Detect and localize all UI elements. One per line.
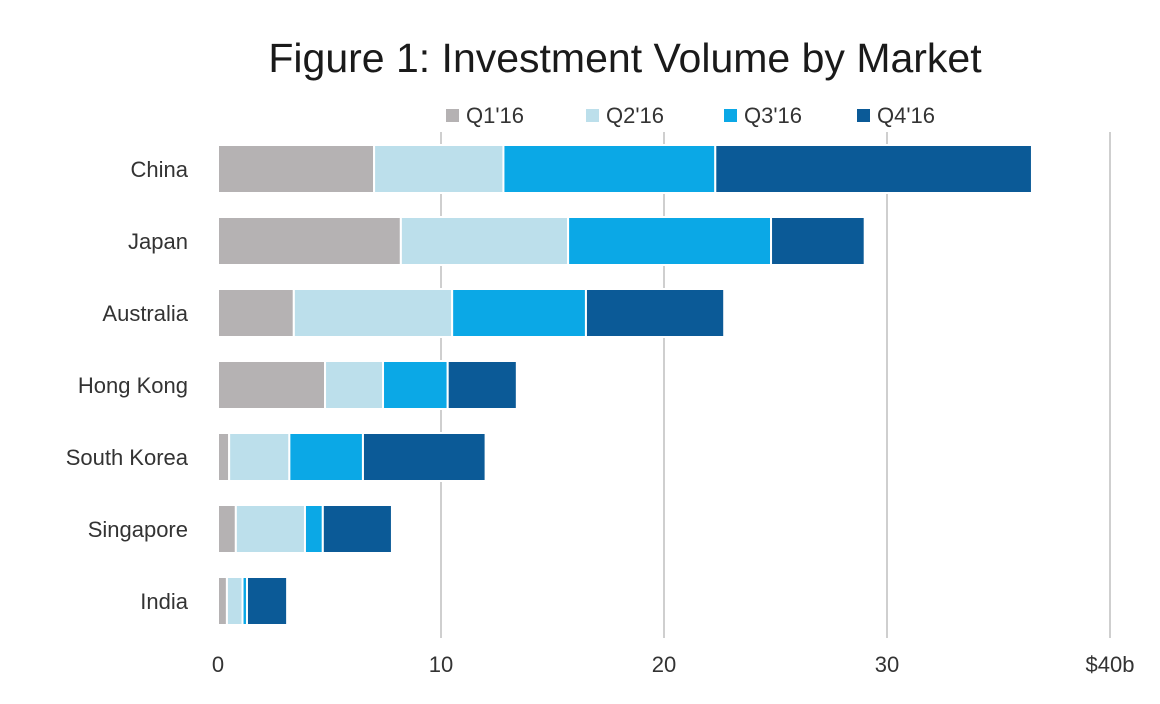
bar-china-q2-16 xyxy=(373,144,505,194)
bar-australia-q2-16 xyxy=(292,288,454,338)
legend-label-q4-16: Q4'16 xyxy=(877,103,935,128)
bar-hong-kong-q1-16 xyxy=(217,360,327,410)
bar-south-korea-q3-16 xyxy=(288,432,364,482)
legend-swatch-q4-16 xyxy=(857,109,870,122)
category-label-singapore: Singapore xyxy=(88,517,188,542)
gridlines xyxy=(440,132,1111,638)
legend: Q1'16 Q2'16 Q3'16 Q4'16 xyxy=(446,103,935,128)
bar-india-q1-16 xyxy=(217,576,228,626)
bar-india-q4-16 xyxy=(245,576,289,626)
chart-title: Figure 1: Investment Volume by Market xyxy=(268,35,982,81)
bar-south-korea-q4-16 xyxy=(361,432,487,482)
bar-singapore-q2-16 xyxy=(234,504,306,554)
bar-south-korea-q1-16 xyxy=(217,432,231,482)
legend-label-q3-16: Q3'16 xyxy=(744,103,802,128)
bars xyxy=(217,144,1033,626)
bar-japan-q3-16 xyxy=(567,216,773,266)
bar-singapore-q1-16 xyxy=(217,504,237,554)
category-label-hong-kong: Hong Kong xyxy=(78,373,188,398)
category-label-china: China xyxy=(131,157,189,182)
category-label-south-korea: South Korea xyxy=(66,445,189,470)
bar-singapore-q3-16 xyxy=(303,504,324,554)
category-label-india: India xyxy=(140,589,188,614)
bar-hong-kong-q4-16 xyxy=(446,360,518,410)
tick-labels: 0 10 20 30 $40b xyxy=(212,652,1135,677)
tick-label-0: 0 xyxy=(212,652,224,677)
bar-hong-kong-q3-16 xyxy=(382,360,449,410)
legend-label-q2-16: Q2'16 xyxy=(606,103,664,128)
bar-japan-q4-16 xyxy=(770,216,866,266)
bar-australia-q1-16 xyxy=(217,288,295,338)
category-labels: China Japan Australia Hong Kong South Korea S… xyxy=(66,157,189,614)
legend-swatch-q1-16 xyxy=(446,109,459,122)
bar-south-korea-q2-16 xyxy=(228,432,291,482)
legend-swatch-q2-16 xyxy=(586,109,599,122)
legend-swatch-q3-16 xyxy=(724,109,737,122)
bar-japan-q2-16 xyxy=(399,216,570,266)
bar-hong-kong-q2-16 xyxy=(324,360,385,410)
bar-singapore-q4-16 xyxy=(321,504,393,554)
bar-india-q2-16 xyxy=(225,576,244,626)
category-label-australia: Australia xyxy=(102,301,188,326)
bar-china-q3-16 xyxy=(502,144,717,194)
bar-japan-q1-16 xyxy=(217,216,402,266)
legend-label-q1-16: Q1'16 xyxy=(466,103,524,128)
tick-label-20: 20 xyxy=(652,652,676,677)
tick-label-30: 30 xyxy=(875,652,899,677)
tick-label-40b: $40b xyxy=(1086,652,1135,677)
tick-label-10: 10 xyxy=(429,652,453,677)
category-label-japan: Japan xyxy=(128,229,188,254)
bar-china-q1-16 xyxy=(217,144,376,194)
bar-australia-q4-16 xyxy=(584,288,726,338)
bar-australia-q3-16 xyxy=(451,288,587,338)
bar-china-q4-16 xyxy=(714,144,1033,194)
